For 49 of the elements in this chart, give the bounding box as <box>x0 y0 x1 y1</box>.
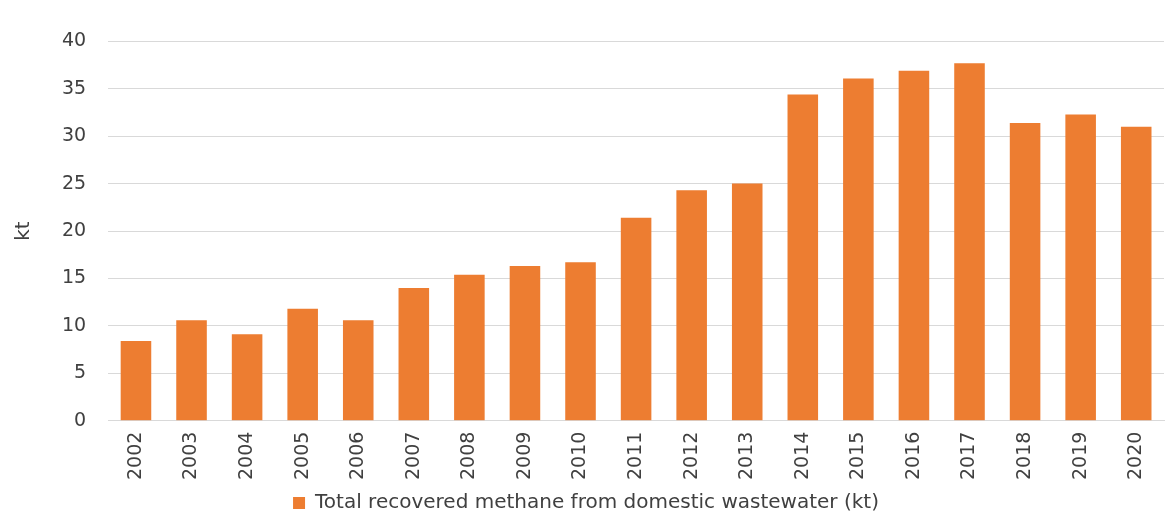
bar <box>287 308 318 421</box>
y-tick-label: 25 <box>61 170 87 193</box>
bar <box>176 320 207 421</box>
y-axis-title: kt <box>10 221 35 241</box>
bar <box>676 190 707 421</box>
bar <box>954 63 985 421</box>
bar <box>787 94 819 421</box>
bar <box>620 217 652 421</box>
bar <box>120 341 152 421</box>
x-tick-label: 2013 <box>734 431 757 481</box>
bar <box>342 320 374 421</box>
y-tick-label: 15 <box>61 265 87 288</box>
bar <box>898 70 930 421</box>
x-tick-label: 2018 <box>1012 431 1035 481</box>
y-tick-label: 0 <box>74 407 87 430</box>
x-tick-label: 2003 <box>178 431 201 481</box>
bar <box>1009 122 1041 421</box>
x-tick-label: 2015 <box>845 431 868 481</box>
y-tick-label: 30 <box>61 123 87 146</box>
x-tick-label: 2006 <box>345 431 368 481</box>
bar <box>509 266 541 421</box>
x-tick-label: 2012 <box>678 431 701 481</box>
bar <box>231 334 263 421</box>
y-tick-label: 20 <box>61 217 87 240</box>
x-tick-label: 2020 <box>1123 431 1146 481</box>
x-tick-label: 2008 <box>456 431 479 481</box>
x-tick-label: 2009 <box>511 431 534 481</box>
y-tick-label: 5 <box>74 360 87 383</box>
x-tick-label: 2004 <box>234 431 257 481</box>
x-tick-label: 2014 <box>789 431 812 481</box>
bar <box>565 262 596 421</box>
x-tick-label: 2007 <box>400 431 423 481</box>
bar <box>731 183 763 421</box>
x-tick-label: 2002 <box>122 431 145 481</box>
x-tick-label: 2011 <box>623 431 646 481</box>
x-tick-label: 2019 <box>1067 431 1090 481</box>
y-tick-label: 10 <box>61 312 87 335</box>
legend-label: Total recovered methane from domestic wastewater (kt) <box>314 489 879 514</box>
bar <box>398 287 430 421</box>
bar <box>843 78 874 421</box>
bar <box>454 274 485 421</box>
bar <box>1065 114 1096 421</box>
y-tick-label: 40 <box>61 28 87 51</box>
x-tick-label: 2005 <box>289 431 312 481</box>
x-tick-label: 2010 <box>567 431 590 481</box>
bar <box>1120 126 1152 421</box>
x-tick-label: 2016 <box>900 431 923 481</box>
x-tick-label: 2017 <box>956 431 979 481</box>
y-tick-label: 35 <box>61 75 87 98</box>
